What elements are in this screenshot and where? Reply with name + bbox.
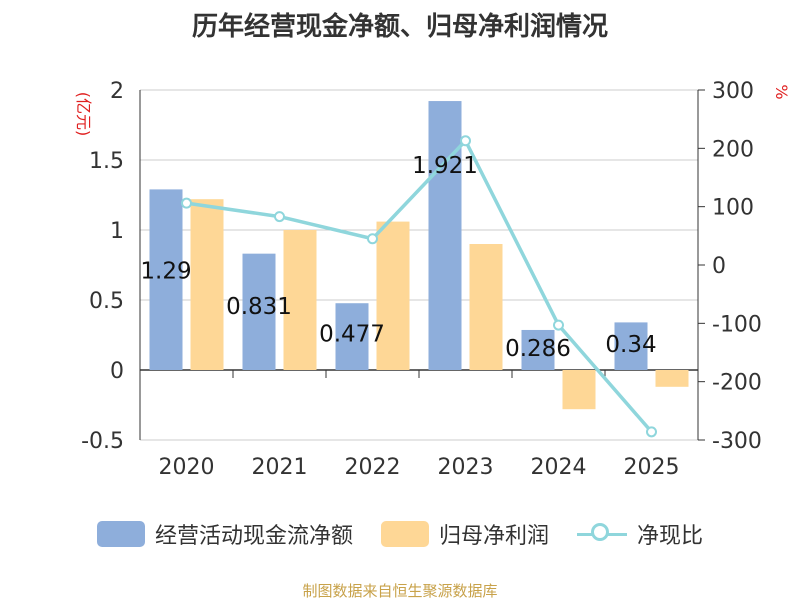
legend-item-cash-flow[interactable]: 经营活动现金流净额 [96, 518, 353, 550]
x-tick-label: 2021 [252, 455, 308, 480]
left-tick-label: 1.5 [89, 149, 124, 174]
legend-swatch-net-profit [380, 521, 429, 547]
right-tick-label: -300 [712, 429, 762, 454]
bar-net-profit [655, 370, 689, 387]
bar-cash-flow [521, 329, 555, 370]
data-label-cash-flow: 0.477 [319, 321, 385, 347]
bar-net-profit [376, 221, 410, 370]
ratio-point [460, 135, 471, 147]
ratio-point [274, 211, 285, 223]
bar-cash-flow [149, 189, 183, 370]
ratio-point [367, 233, 378, 245]
data-label-cash-flow: 1.29 [140, 259, 191, 285]
left-tick-label: -0.5 [81, 429, 124, 454]
x-tick-label: 2023 [438, 455, 494, 480]
legend-item-net-profit[interactable]: 归母净利润 [380, 518, 549, 550]
ratio-point [553, 319, 564, 331]
legend-swatch-ratio [577, 521, 627, 547]
left-axis-label: (亿元) [74, 92, 93, 137]
bar-cash-flow [242, 253, 276, 370]
data-label-cash-flow: 0.286 [505, 336, 571, 362]
x-tick-label: 2024 [531, 455, 587, 480]
x-tick-label: 2025 [624, 455, 680, 480]
right-tick-label: 0 [712, 254, 726, 279]
bar-cash-flow [335, 303, 369, 370]
chart-title: 历年经营现金净额、归母净利润情况 [191, 12, 608, 42]
right-axis-label: % [772, 84, 791, 99]
right-tick-label: 200 [712, 137, 754, 162]
bar-net-profit [469, 244, 503, 370]
right-tick-label: 300 [712, 79, 754, 104]
x-tick-label: 2020 [159, 455, 215, 480]
legend-label-ratio: 净现比 [637, 524, 704, 549]
legend-label-net-profit: 归母净利润 [438, 524, 549, 549]
legend: 经营活动现金流净额 归母净利润 净现比 [0, 518, 800, 550]
left-tick-label: 2 [110, 79, 124, 104]
ratio-line [186, 139, 653, 433]
left-tick-label: 0 [110, 359, 124, 384]
bar-net-profit [283, 230, 317, 370]
legend-label-cash-flow: 经营活动现金流净额 [154, 524, 353, 549]
right-tick-label: -200 [712, 371, 762, 396]
data-label-cash-flow: 0.831 [226, 294, 292, 320]
left-tick-label: 0.5 [89, 289, 124, 314]
ratio-point [646, 426, 657, 438]
legend-item-ratio[interactable]: 净现比 [577, 518, 703, 550]
legend-swatch-cash-flow [96, 521, 145, 547]
bar-cash-flow [428, 101, 462, 370]
source-note: 制图数据来自恒生聚源数据库 [302, 582, 498, 600]
right-tick-label: 100 [712, 196, 754, 221]
bar-net-profit [190, 199, 224, 370]
left-tick-label: 1 [110, 219, 124, 244]
data-label-cash-flow: 0.34 [605, 332, 656, 358]
data-label-cash-flow: 1.921 [412, 153, 478, 179]
ratio-point [181, 197, 192, 209]
x-tick-label: 2022 [345, 455, 401, 480]
bar-net-profit [562, 370, 596, 410]
right-tick-label: -100 [712, 312, 762, 337]
bar-cash-flow [614, 322, 648, 370]
